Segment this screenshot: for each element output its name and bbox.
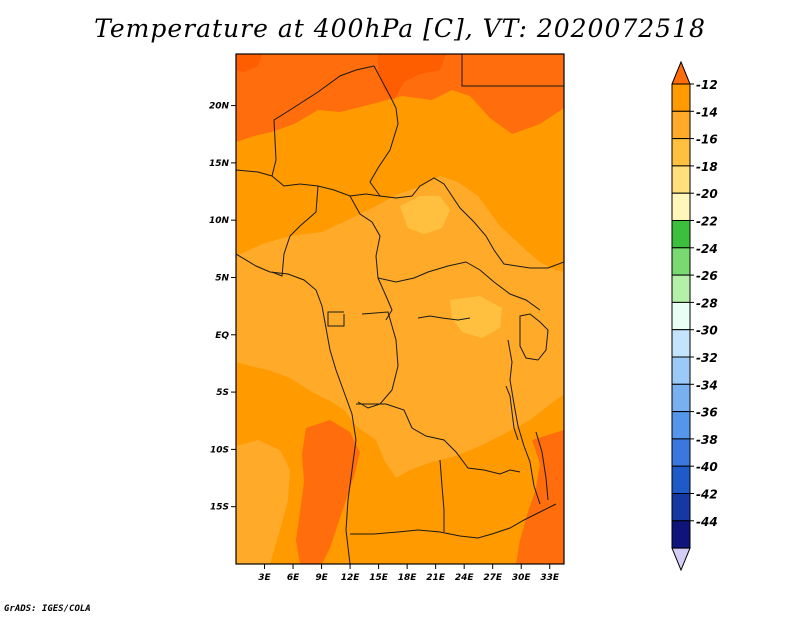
colorbar-top-arrow xyxy=(671,60,691,85)
colorbar-swatch xyxy=(671,356,691,385)
angola-border xyxy=(356,403,521,475)
lake-east xyxy=(519,313,549,361)
colorbar-swatch xyxy=(671,274,691,303)
field-band-14-southwest xyxy=(296,420,360,564)
colorbar-swatch xyxy=(671,110,691,140)
colorbar-bottom-arrow xyxy=(671,547,691,572)
lat-label: 10S xyxy=(210,445,229,455)
map-frame xyxy=(235,53,565,565)
field-hotspot-north xyxy=(378,54,446,100)
colorbar-swatch xyxy=(671,438,691,467)
lat-label: 10N xyxy=(209,216,230,226)
colorbar-swatch xyxy=(671,520,691,549)
colorbar-label: -20 xyxy=(696,187,718,201)
lon-label: 21E xyxy=(426,573,446,583)
drc-east-border xyxy=(507,339,541,505)
colorbar-label: -38 xyxy=(696,433,718,447)
color-bar: -12 -14 -16 -18 -20 -22 -24 -26 -28 -30 -32 -34 -36 -… xyxy=(671,60,718,572)
north-east-border xyxy=(461,54,564,87)
lat-label: 15N xyxy=(209,159,230,169)
car-border xyxy=(377,261,541,311)
lon-label: 9E xyxy=(315,573,328,583)
colorbar-swatch xyxy=(671,301,691,331)
colorbar-swatch xyxy=(671,165,691,194)
congo-border xyxy=(327,311,399,409)
colorbar-label: -16 xyxy=(696,133,718,147)
field-pale-patch-2 xyxy=(450,296,502,338)
field-band-14-southeast xyxy=(516,430,564,564)
sahel-border xyxy=(271,175,564,269)
north-border xyxy=(369,65,399,197)
colorbar-label: -36 xyxy=(696,406,718,420)
colorbar-swatch xyxy=(671,411,691,440)
lat-label: 20N xyxy=(209,102,230,112)
map-title: Temperature at 400hPa [C], VT: 202007251… xyxy=(94,14,706,43)
field-band-14-north xyxy=(236,54,564,142)
colorbar-swatch xyxy=(671,83,691,112)
colorbar-swatch xyxy=(671,138,691,167)
lon-label: 33E xyxy=(540,573,560,583)
lat-label: EQ xyxy=(215,331,229,341)
lon-label: 24E xyxy=(455,573,475,583)
colorbar-swatch xyxy=(671,329,691,358)
south-border xyxy=(350,503,557,539)
northwest-border xyxy=(236,65,375,177)
colorbar-label: -28 xyxy=(696,296,718,310)
lat-label: 5N xyxy=(215,273,229,283)
lon-label: 6E xyxy=(287,573,300,583)
field-hotspot-northwest xyxy=(236,54,262,72)
field-band-18-central xyxy=(236,176,564,478)
lon-label: 18E xyxy=(398,573,418,583)
colorbar-label: -42 xyxy=(696,488,718,502)
colorbar-swatch xyxy=(671,192,691,221)
lon-label: 27E xyxy=(483,573,503,583)
lon-label: 12E xyxy=(341,573,361,583)
central-border-2 xyxy=(349,195,393,321)
lon-label: 3E xyxy=(258,573,271,583)
lon-label: 30E xyxy=(512,573,532,583)
colorbar-label: -32 xyxy=(696,351,718,365)
field-band-18-south xyxy=(236,440,290,564)
colorbar-swatch xyxy=(671,247,691,276)
lon-label: 15E xyxy=(369,573,389,583)
colorbar-label: -24 xyxy=(696,242,718,256)
axis-ticks: 20N 15N 10N 5N EQ 5S 10S 15S 3E 6E 9E 12E 15E 18E 21E 2… xyxy=(209,102,560,583)
colorbar-swatch xyxy=(671,465,691,495)
colorbar-label: -18 xyxy=(696,160,718,174)
colorbar-swatch xyxy=(671,383,691,413)
temperature-field xyxy=(236,54,564,564)
colorbar-swatch xyxy=(671,220,691,249)
colorbar-label: -44 xyxy=(696,515,718,529)
colorbar-swatch xyxy=(671,493,691,522)
lat-label: 5S xyxy=(216,388,229,398)
lat-label: 15S xyxy=(210,503,229,513)
colorbar-label: -40 xyxy=(696,460,718,474)
colorbar-label: -12 xyxy=(696,78,718,92)
country-borders xyxy=(236,54,564,564)
colorbar-label: -14 xyxy=(696,105,718,119)
central-border-1 xyxy=(271,185,319,277)
colorbar-label: -30 xyxy=(696,324,718,338)
colorbar-label: -22 xyxy=(696,215,718,229)
congo-river xyxy=(417,315,471,321)
rift-lakes xyxy=(505,385,549,501)
colorbar-label: -26 xyxy=(696,269,718,283)
field-pale-patch-1 xyxy=(400,196,450,234)
zambia-border xyxy=(439,459,445,532)
colorbar-label: -34 xyxy=(696,378,718,392)
grads-credit: GrADS: IGES/COLA xyxy=(4,604,91,614)
